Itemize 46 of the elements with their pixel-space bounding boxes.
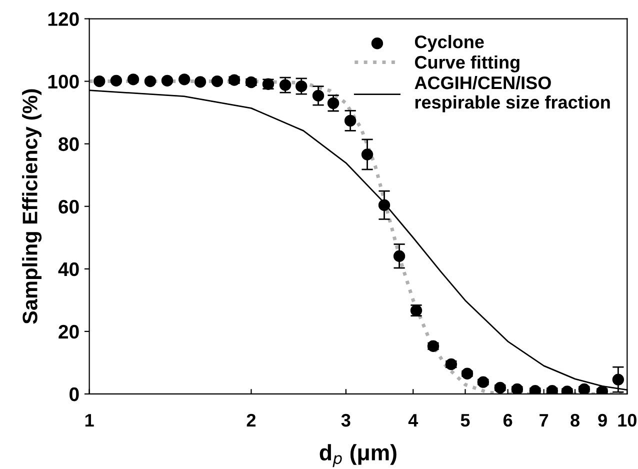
point: [312, 90, 324, 102]
point: [612, 374, 624, 386]
point: [279, 79, 292, 91]
point: [161, 74, 174, 87]
point: [296, 80, 308, 92]
point: [110, 74, 122, 87]
y-tick-label: 40: [58, 262, 79, 276]
point: [511, 383, 524, 394]
point: [144, 75, 156, 88]
x-tick-label: 4: [408, 414, 418, 426]
y-tick-label: 100: [48, 74, 79, 89]
x-axis-title: d$_{p}$ (μm): [320, 444, 396, 468]
y-tick-label: 0: [70, 387, 79, 402]
point: [327, 97, 340, 110]
point: [494, 382, 506, 394]
point: [445, 358, 458, 370]
point: [127, 74, 140, 86]
x-tick-label: 7: [540, 414, 548, 426]
point: [211, 75, 224, 88]
point: [344, 114, 356, 127]
point: [178, 74, 190, 86]
x-tick-label: 3: [341, 414, 350, 427]
x-tick-label: 9: [598, 414, 607, 427]
point: [461, 368, 474, 380]
x-tick-label: 5: [460, 414, 470, 427]
y-axis-title: Sampling Efficiency (%): [22, 89, 42, 324]
x-tick-label: 10: [618, 414, 636, 427]
legend-label: Curve fitting: [414, 55, 520, 72]
y-tick-label: 120: [48, 12, 79, 26]
point: [529, 384, 542, 394]
point: [378, 199, 390, 211]
y-tick-label: 80: [58, 137, 79, 152]
x-tick-label: 1: [85, 414, 94, 426]
point: [477, 376, 490, 388]
x-tick-label: 8: [570, 414, 580, 427]
legend-label: Cyclone: [414, 35, 484, 52]
point: [546, 384, 558, 394]
legend-label: ACGIH/CEN/ISO respirable size fraction: [414, 76, 610, 112]
x-tick-label: 6: [503, 414, 512, 427]
point: [194, 76, 206, 88]
point: [94, 75, 106, 88]
point: [578, 383, 590, 394]
y-tick-label: 60: [58, 200, 79, 214]
point: [361, 148, 374, 160]
x-tick-label: 2: [246, 414, 256, 426]
y-tick-label: 20: [58, 324, 79, 339]
